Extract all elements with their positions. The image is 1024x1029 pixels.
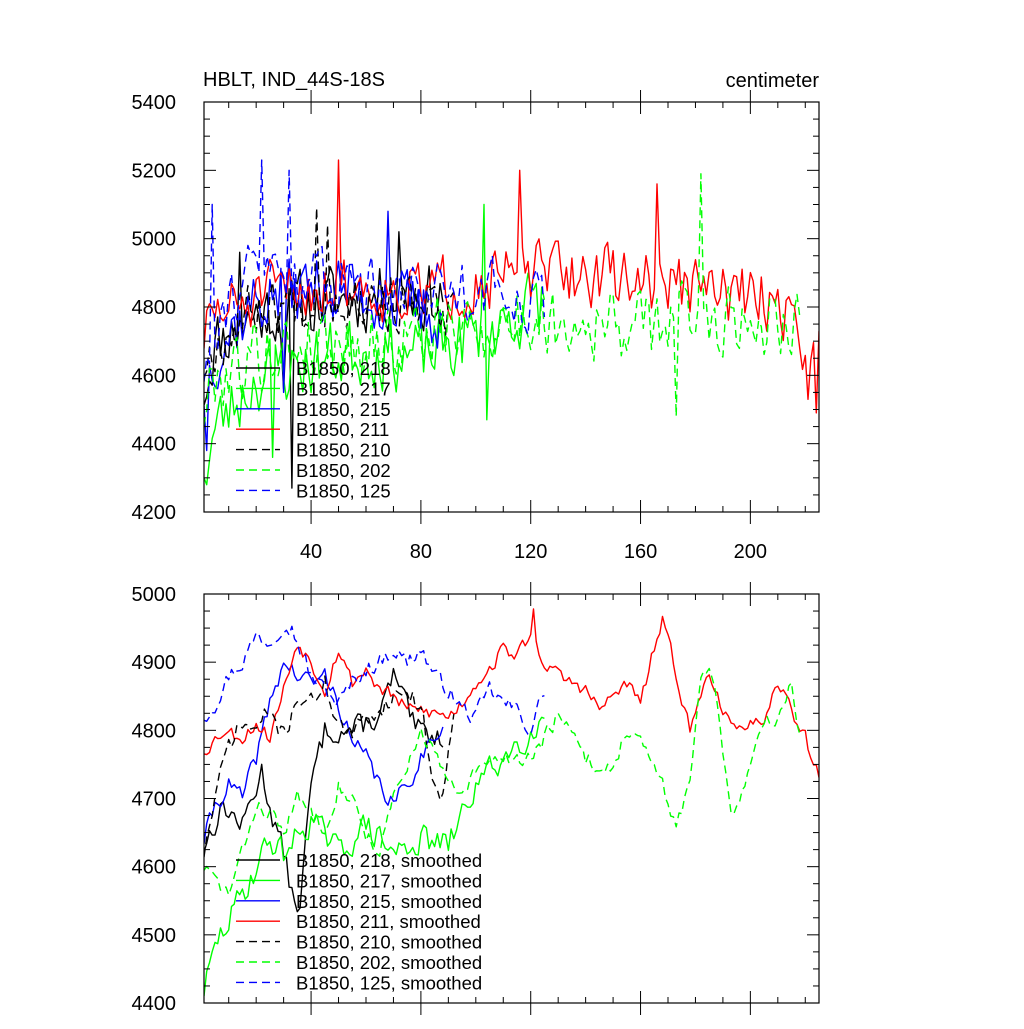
series-line-b1850-210-smoothed [204,675,455,858]
y-tick-label: 5200 [132,160,177,182]
series-line-b1850-215 [204,210,444,452]
y-tick-label: 4400 [132,434,177,456]
series-line-b1850-210 [204,207,455,379]
series-line-b1850-217 [204,203,546,486]
y-tick-label: 4900 [132,652,177,674]
series-line-b1850-202-smoothed [204,667,801,896]
y-tick-label: 5400 [132,92,177,114]
legend-label: B1850, 210 [296,440,391,461]
legend-label: B1850, 125, smoothed [296,972,482,993]
y-tick-label: 5000 [132,584,177,606]
x-tick-label: 160 [624,541,657,563]
legend-label: B1850, 217, smoothed [296,870,482,891]
series-line-b1850-215-smoothed [204,662,444,844]
legend-label: B1850, 125 [296,480,391,501]
y-tick-label: 4700 [132,789,177,811]
legend-label: B1850, 211, smoothed [296,911,481,932]
legend-label: B1850, 211 [296,419,389,440]
legend-label: B1850, 210, smoothed [296,932,482,953]
series-lines [204,608,819,997]
series-line-b1850-202 [204,173,801,426]
x-tick-label: 120 [514,541,547,563]
chart-units-label: centimeter [726,70,820,92]
y-tick-label: 4600 [132,365,177,387]
y-tick-label: 5000 [132,229,177,251]
legend-label: B1850, 202, smoothed [296,952,482,973]
top-panel-hblt: HBLT, IND_44S-18S centimeter 4200 4400 460… [132,69,820,563]
legend-label: B1850, 215, smoothed [296,891,482,912]
y-tick-label: 4800 [132,297,177,319]
series-line-b1850-217-smoothed [204,716,545,997]
series-line-b1850-125 [204,159,546,382]
legend-label: B1850, 218 [296,358,391,379]
x-tick-label: 80 [410,541,432,563]
series-line-b1850-211 [204,159,819,414]
series-line-b1850-211-smoothed [204,608,819,778]
series-line-b1850-125-smoothed [204,625,545,736]
bottom-panel-hblt-smoothed: 4400 4500 4600 4700 4800 4900 5000 B1850, 218, … [132,582,820,1015]
x-tick-label: 40 [300,541,322,563]
chart-title: HBLT, IND_44S-18S [203,69,385,91]
x-tick-label: 200 [734,541,767,563]
y-tick-label: 4400 [132,993,177,1015]
legend-label: B1850, 202 [296,460,391,481]
y-tick-label: 4800 [132,720,177,742]
y-tick-label: 4500 [132,925,177,947]
y-tick-label: 4600 [132,857,177,879]
legend-label: B1850, 215 [296,399,391,420]
y-tick-label: 4200 [132,502,177,524]
series-lines [204,159,819,489]
legend-label: B1850, 217 [296,378,391,399]
legend-label: B1850, 218, smoothed [296,850,482,871]
series-line-b1850-218-smoothed [204,667,444,913]
